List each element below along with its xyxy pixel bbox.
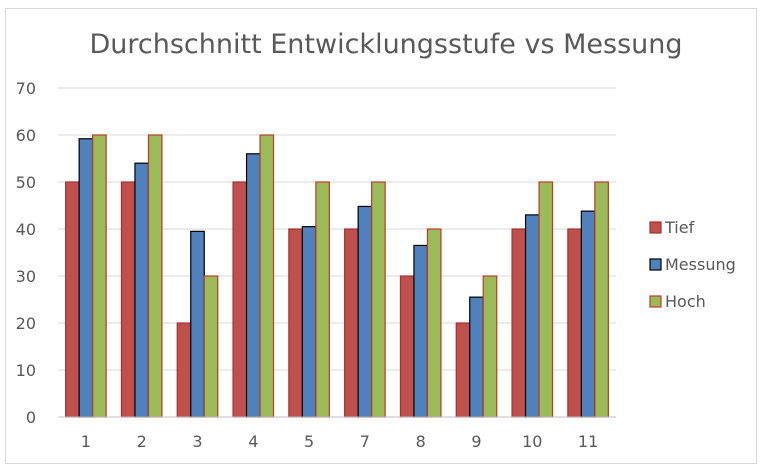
- x-tick-label: 1: [81, 432, 91, 451]
- bar-messung-5[interactable]: [301, 226, 317, 418]
- bar-tief-8[interactable]: [399, 275, 415, 418]
- y-tick-label: 50: [16, 173, 36, 192]
- bar-hoch-3[interactable]: [203, 275, 219, 418]
- x-tick-label: 7: [360, 432, 370, 451]
- bar-tief-7[interactable]: [344, 228, 359, 418]
- bar-hoch-11[interactable]: [594, 181, 609, 418]
- x-tick-label: 5: [304, 432, 314, 451]
- y-tick-label: 60: [16, 126, 36, 145]
- bar-tief-3[interactable]: [176, 322, 192, 418]
- y-tick-label: 70: [16, 79, 36, 98]
- chart-area[interactable]: Durchschnitt Entwicklungsstufe vs Messun…: [5, 8, 757, 464]
- legend-swatch-hoch: [649, 295, 662, 308]
- bar-hoch-2[interactable]: [147, 134, 163, 418]
- bar-hoch-5[interactable]: [315, 181, 330, 418]
- legend-swatch-tief: [649, 221, 662, 234]
- bar-tief-2[interactable]: [120, 181, 136, 418]
- legend-label-hoch[interactable]: Hoch: [665, 292, 706, 311]
- bar-messung-9[interactable]: [469, 296, 484, 418]
- bar-tief-5[interactable]: [288, 228, 303, 418]
- y-tick-label: 0: [26, 408, 36, 427]
- x-tick-label: 2: [137, 432, 147, 451]
- bar-messung-2[interactable]: [134, 162, 150, 418]
- x-axis-tick-labels: 1 2 3 4 5 7 8 9 10 11: [81, 432, 598, 451]
- x-tick-label: 3: [192, 432, 202, 451]
- y-tick-label: 10: [16, 361, 36, 380]
- legend-label-messung[interactable]: Messung: [665, 255, 736, 274]
- bar-hoch-4[interactable]: [259, 134, 275, 418]
- bars[interactable]: [65, 134, 609, 418]
- y-tick-label: 20: [16, 314, 36, 333]
- x-tick-label: 8: [416, 432, 426, 451]
- bar-messung-1[interactable]: [78, 138, 94, 418]
- x-tick-label: 9: [471, 432, 481, 451]
- x-tick-label: 11: [578, 432, 598, 451]
- bar-messung-3[interactable]: [190, 230, 205, 418]
- bar-messung-4[interactable]: [245, 153, 261, 418]
- bar-tief-10[interactable]: [511, 228, 527, 418]
- bar-messung-7[interactable]: [357, 205, 373, 418]
- x-tick-label: 4: [248, 432, 258, 451]
- y-tick-label: 30: [16, 267, 36, 286]
- bar-hoch-1[interactable]: [92, 134, 107, 418]
- bar-hoch-7[interactable]: [371, 181, 386, 418]
- bar-hoch-9[interactable]: [482, 275, 498, 418]
- x-tick-label: 10: [522, 432, 542, 451]
- legend[interactable]: Tief Messung Hoch: [649, 218, 736, 311]
- bar-tief-1[interactable]: [65, 181, 80, 418]
- bar-messung-10[interactable]: [524, 214, 540, 418]
- bar-hoch-10[interactable]: [538, 181, 554, 418]
- y-tick-label: 40: [16, 220, 36, 239]
- bar-messung-8[interactable]: [413, 244, 429, 418]
- y-axis-tick-labels: 0 10 20 30 40 50 60 70: [16, 79, 36, 427]
- bar-tief-4[interactable]: [232, 181, 248, 418]
- bar-tief-11[interactable]: [567, 228, 582, 418]
- legend-swatch-messung: [649, 258, 662, 271]
- bar-chart[interactable]: Durchschnitt Entwicklungsstufe vs Messun…: [6, 9, 758, 465]
- legend-label-tief[interactable]: Tief: [664, 218, 695, 237]
- bar-messung-11[interactable]: [580, 210, 596, 418]
- bar-hoch-8[interactable]: [426, 228, 442, 418]
- chart-title[interactable]: Durchschnitt Entwicklungsstufe vs Messun…: [89, 29, 682, 60]
- bar-tief-9[interactable]: [455, 322, 471, 418]
